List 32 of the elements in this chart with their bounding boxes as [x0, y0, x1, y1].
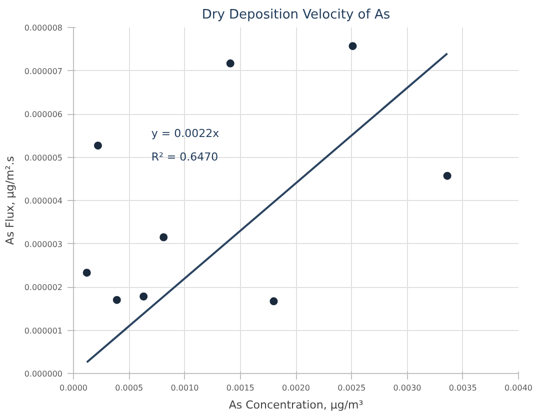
annotation: R² = 0.6470 [151, 150, 218, 164]
x-tick-label: 0.0025 [338, 384, 366, 392]
x-tick-label: 0.0010 [170, 384, 199, 392]
point [140, 292, 148, 301]
y-tick-label: 0.000006 [24, 110, 62, 119]
y-tick-label: 0.000005 [24, 153, 62, 162]
x-axis-title: As Concentration, μg/m³ [228, 398, 364, 412]
y-tick-label: 0.000004 [24, 196, 62, 206]
y-tick-label: 0.000008 [24, 24, 62, 32]
point [443, 172, 452, 180]
point [270, 297, 278, 306]
x-tick-label: 0.0015 [226, 384, 254, 392]
x-tick-label: 0.0005 [115, 384, 144, 392]
y-tick-label: 0.000000 [24, 370, 62, 378]
point [348, 42, 357, 50]
x-tick-label: 0.0030 [393, 384, 422, 392]
y-tick-label: 0.000007 [24, 66, 62, 76]
x-tick-label: 0.0035 [448, 384, 477, 392]
x-tick-label: 0.0020 [282, 384, 310, 392]
chart-title: Dry Deposition Velocity of As [202, 8, 390, 22]
point [160, 233, 168, 242]
y-tick-label: 0.000001 [24, 326, 62, 336]
point [82, 268, 91, 277]
point [112, 296, 121, 304]
point [94, 142, 102, 150]
x-tick-label: 0.0000 [60, 384, 88, 392]
point [226, 59, 234, 68]
y-tick-label: 0.000002 [24, 283, 62, 292]
y-tick-label: 0.000003 [24, 240, 62, 249]
x-tick-label: 0.0040 [504, 384, 533, 392]
annotation: y = 0.0022x [151, 126, 220, 140]
y-axis-title: As Flux, μg/m².s [3, 156, 16, 245]
